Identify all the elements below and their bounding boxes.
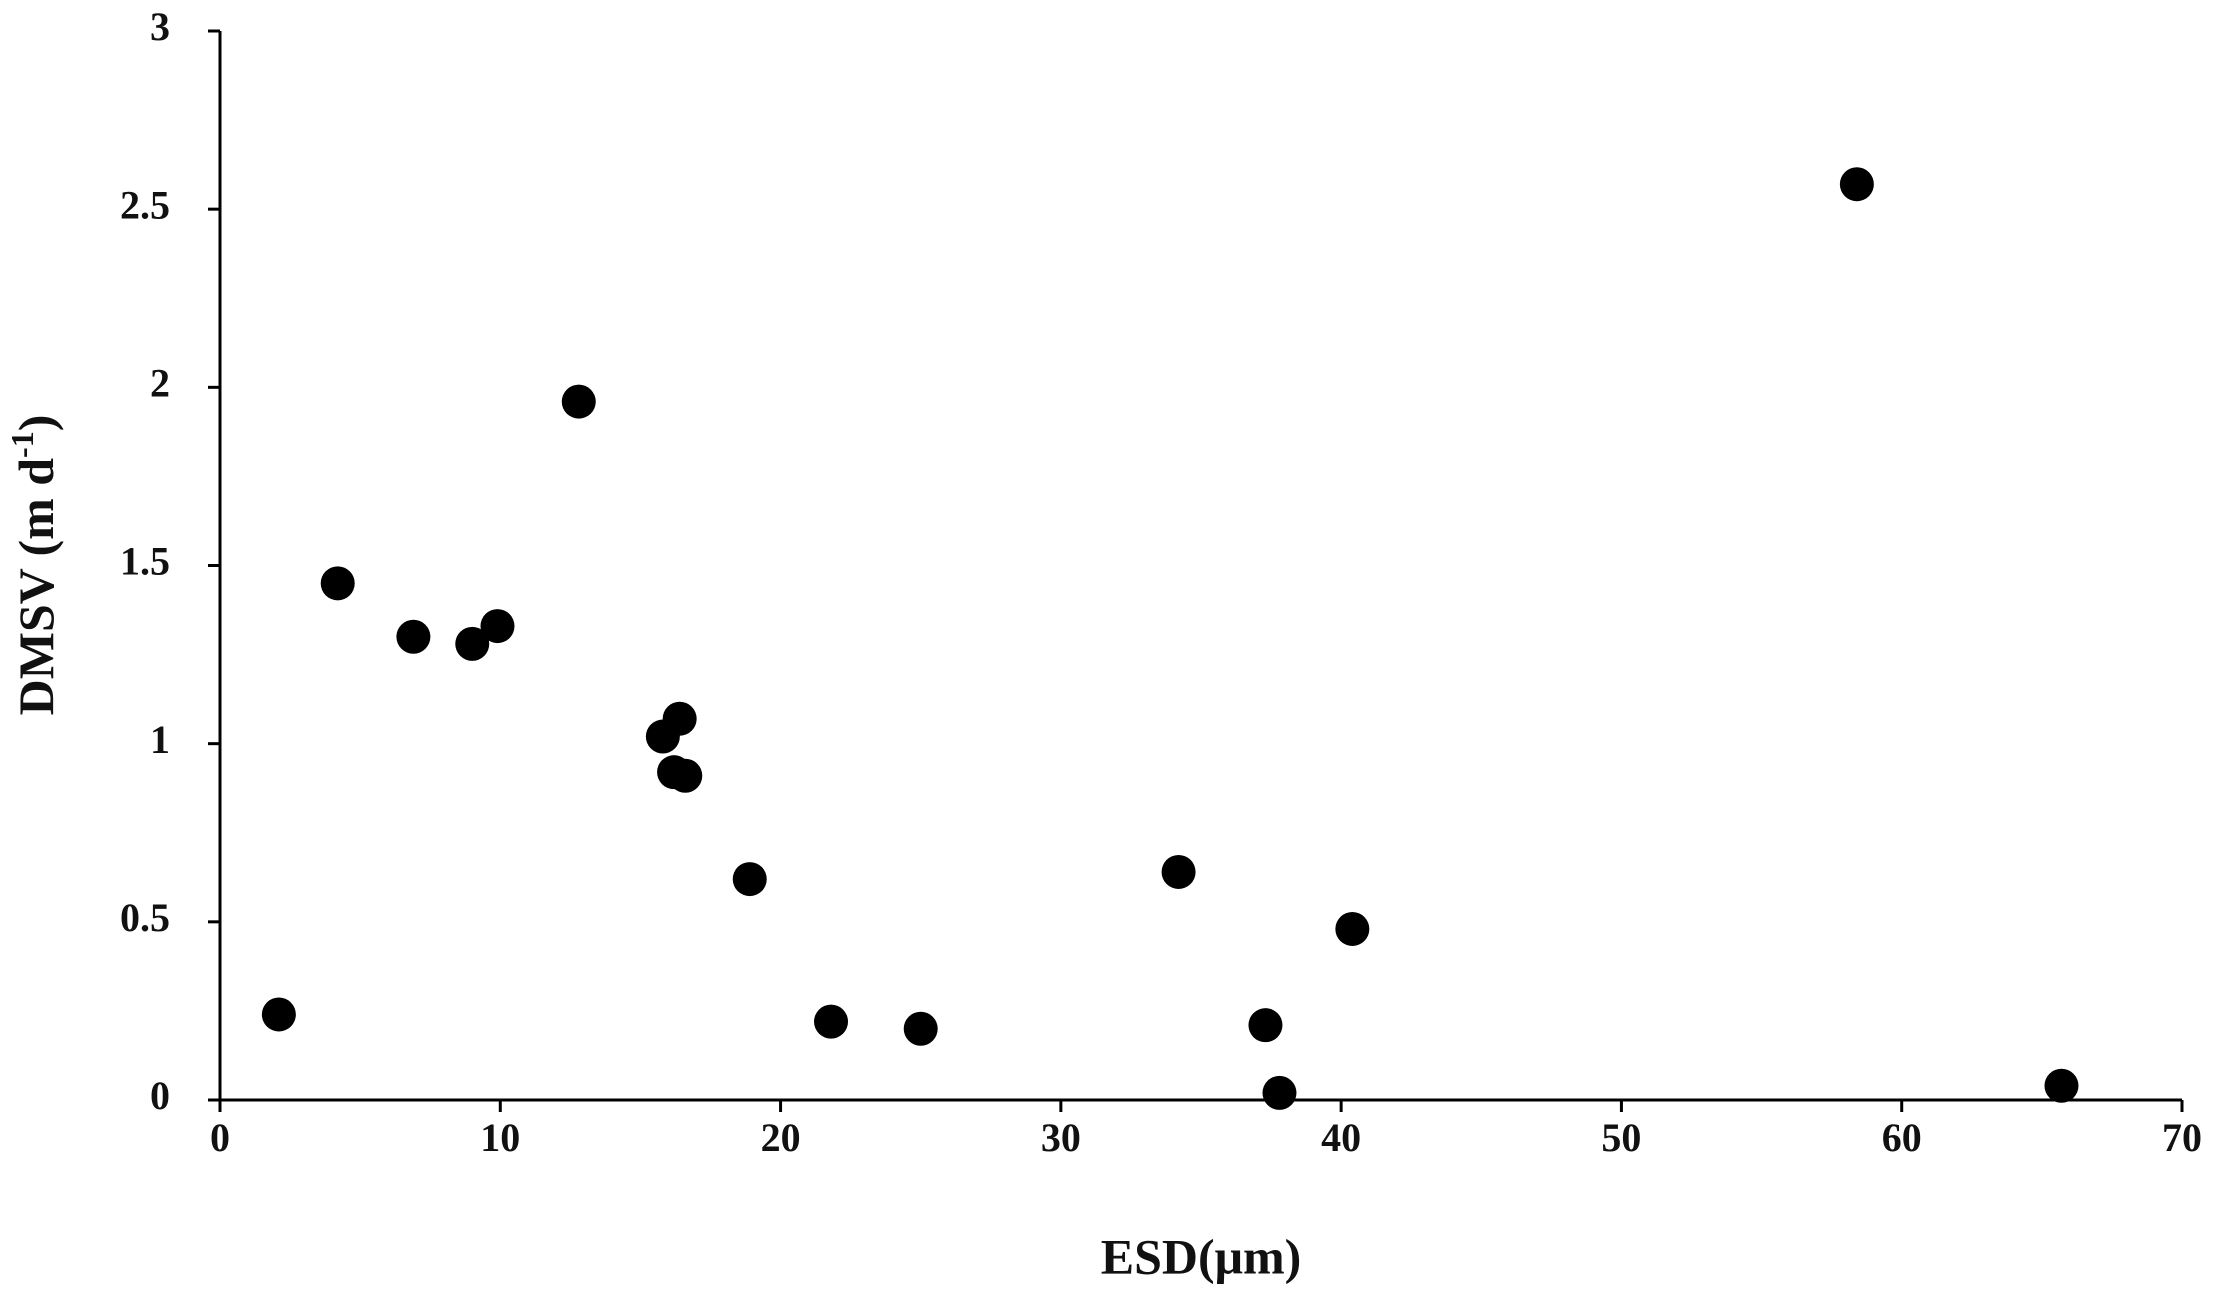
y-axis-title: DMSV (m d-1) <box>4 415 64 716</box>
data-point <box>2044 1068 2079 1103</box>
data-point <box>1335 911 1370 946</box>
x-tick-label: 50 <box>1601 1115 1641 1160</box>
data-point <box>1161 854 1196 889</box>
x-tick-label: 60 <box>1882 1115 1922 1160</box>
data-point <box>1262 1075 1297 1110</box>
x-tick-label: 30 <box>1041 1115 1081 1160</box>
y-tick-label: 2 <box>150 361 170 406</box>
data-point <box>1248 1008 1283 1043</box>
y-tick-label: 1 <box>150 717 170 762</box>
data-point <box>903 1011 938 1046</box>
y-tick-label: 0.5 <box>120 895 170 940</box>
data-point <box>320 566 355 601</box>
y-tick-label: 0 <box>150 1073 170 1118</box>
x-tick-label: 70 <box>2162 1115 2202 1160</box>
y-tick-label: 3 <box>150 4 170 49</box>
x-axis-title: ESD(μm) <box>1101 1228 1302 1284</box>
data-point <box>814 1004 849 1039</box>
data-point <box>561 384 596 419</box>
y-axis-title-sup: -1 <box>4 431 40 458</box>
data-point <box>1839 167 1874 202</box>
y-tick-label: 2.5 <box>120 182 170 227</box>
data-point <box>662 701 697 736</box>
data-point <box>480 609 515 644</box>
data-point <box>668 758 703 793</box>
data-point <box>455 626 490 661</box>
data-point <box>261 997 296 1032</box>
x-tick-label: 0 <box>210 1115 230 1160</box>
x-tick-label: 40 <box>1321 1115 1361 1160</box>
data-point <box>396 619 431 654</box>
data-point <box>732 862 767 897</box>
y-tick-label: 1.5 <box>120 539 170 584</box>
x-tick-label: 20 <box>761 1115 801 1160</box>
y-axis-title-end: ) <box>8 415 64 432</box>
y-axis-title-main: DMSV (m d <box>8 458 64 716</box>
x-tick-label: 10 <box>480 1115 520 1160</box>
